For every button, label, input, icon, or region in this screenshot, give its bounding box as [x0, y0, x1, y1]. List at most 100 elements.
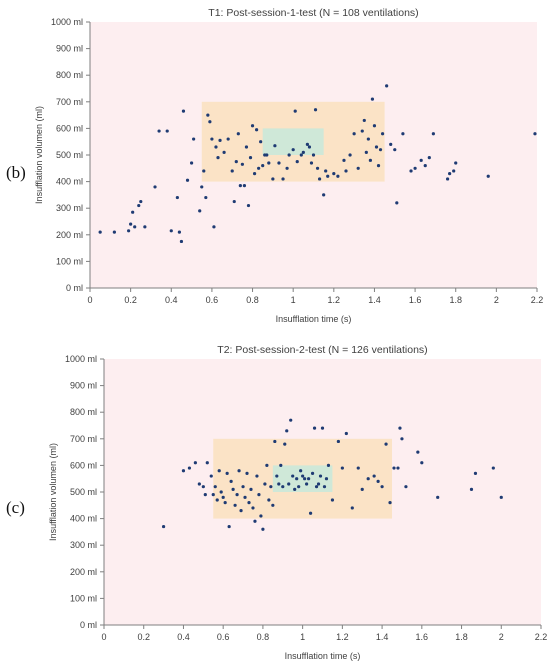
- data-point: [388, 501, 392, 505]
- data-point: [259, 514, 263, 518]
- data-point: [303, 477, 307, 481]
- data-point: [291, 148, 295, 152]
- data-point: [217, 469, 221, 473]
- data-point: [409, 169, 413, 173]
- y-axis-label: Insufflation volumen (ml): [48, 443, 58, 541]
- x-tick-label: 2.2: [531, 295, 544, 305]
- x-tick-label: 0.8: [246, 295, 259, 305]
- y-tick-label: 200 ml: [70, 567, 97, 577]
- data-point: [193, 461, 197, 465]
- chart-title: T2: Post-session-2-test (N = 126 ventila…: [217, 344, 427, 356]
- data-point: [326, 463, 331, 467]
- data-point: [248, 156, 253, 160]
- data-point: [206, 113, 210, 117]
- data-point: [181, 109, 186, 113]
- data-point: [201, 485, 205, 489]
- x-tick-label: 0.4: [165, 295, 178, 305]
- data-point: [352, 132, 356, 136]
- data-point: [336, 174, 340, 178]
- data-point: [137, 203, 141, 208]
- data-point: [491, 466, 495, 470]
- y-tick-label: 200 ml: [56, 230, 83, 240]
- data-point: [368, 158, 372, 162]
- y-tick-label: 600 ml: [56, 123, 83, 133]
- y-tick-label: 600 ml: [70, 460, 97, 470]
- data-point: [396, 466, 400, 470]
- data-point: [245, 471, 249, 475]
- y-tick-label: 700 ml: [56, 97, 83, 107]
- data-point: [223, 501, 227, 505]
- data-point: [211, 493, 215, 497]
- data-point: [208, 120, 212, 124]
- data-point: [192, 137, 196, 141]
- y-tick-label: 0 ml: [80, 620, 97, 630]
- data-point: [306, 477, 311, 481]
- x-tick-label: 0.6: [217, 632, 230, 642]
- data-point: [222, 150, 226, 154]
- x-tick-label: 1.6: [416, 632, 429, 642]
- data-point: [243, 495, 247, 499]
- data-point: [175, 195, 179, 200]
- data-point: [179, 239, 184, 244]
- data-point: [197, 482, 201, 486]
- chart-title: T1: Post-session-1-test (N = 108 ventila…: [208, 7, 418, 19]
- x-tick-label: 1.8: [455, 632, 468, 642]
- data-point: [310, 471, 315, 475]
- data-point: [273, 439, 277, 444]
- data-point: [285, 429, 289, 433]
- data-point: [436, 495, 440, 499]
- data-point: [265, 153, 269, 157]
- y-tick-label: 400 ml: [56, 177, 83, 187]
- data-point: [326, 174, 330, 178]
- data-point: [131, 210, 135, 214]
- data-point: [229, 479, 233, 483]
- data-point: [376, 479, 380, 483]
- data-point: [202, 169, 206, 173]
- x-tick-label: 1.4: [368, 295, 381, 305]
- data-point: [427, 156, 431, 160]
- x-tick-label: 0.2: [137, 632, 150, 642]
- data-point: [139, 199, 143, 204]
- data-point: [416, 450, 420, 454]
- x-tick-label: 0: [87, 295, 92, 305]
- data-point: [313, 108, 318, 112]
- data-point: [295, 160, 299, 164]
- data-point: [234, 160, 238, 164]
- data-point: [360, 129, 364, 133]
- data-point: [293, 487, 297, 491]
- y-tick-label: 0 ml: [66, 283, 83, 293]
- data-point: [249, 487, 253, 491]
- data-point: [295, 477, 299, 481]
- y-tick-label: 400 ml: [70, 514, 97, 524]
- data-point: [271, 503, 275, 507]
- data-point: [277, 161, 281, 165]
- data-point: [301, 150, 305, 154]
- x-tick-label: 2: [499, 632, 504, 642]
- data-point: [261, 527, 265, 531]
- data-point: [360, 487, 364, 491]
- data-point: [380, 485, 384, 489]
- data-point: [348, 153, 352, 157]
- data-point: [237, 469, 241, 473]
- data-point: [230, 169, 234, 173]
- data-point: [315, 166, 320, 170]
- data-point: [246, 203, 251, 208]
- data-point: [219, 490, 223, 494]
- data-point: [404, 485, 408, 489]
- x-tick-label: 2: [494, 295, 499, 305]
- data-point: [372, 474, 376, 478]
- data-point: [277, 482, 281, 486]
- y-tick-label: 500 ml: [70, 487, 97, 497]
- data-point: [231, 487, 235, 491]
- data-point: [301, 474, 305, 478]
- data-point: [235, 493, 239, 497]
- data-point: [143, 225, 147, 229]
- data-point: [423, 164, 427, 168]
- y-tick-label: 900 ml: [70, 381, 97, 391]
- data-point: [446, 177, 450, 181]
- data-point: [395, 201, 399, 205]
- data-point: [203, 493, 207, 497]
- data-point: [401, 132, 405, 136]
- data-point: [215, 498, 219, 502]
- data-point: [133, 225, 137, 229]
